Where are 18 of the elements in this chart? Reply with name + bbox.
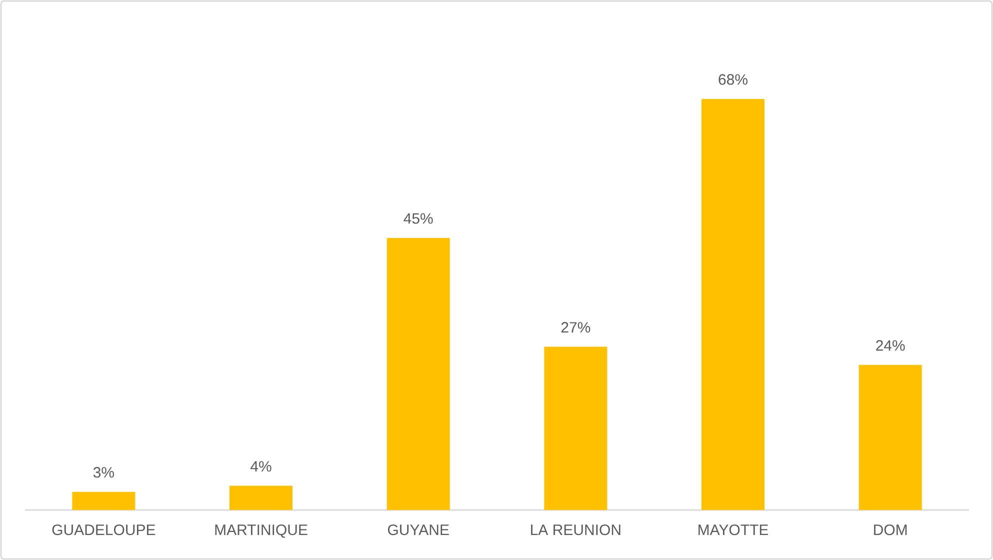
x-tick-label: LA REUNION — [531, 524, 620, 536]
bar — [544, 346, 608, 510]
bar — [230, 486, 293, 510]
data-label: 45% — [404, 213, 433, 224]
data-label: 24% — [876, 340, 905, 351]
data-label: 3% — [93, 467, 114, 478]
data-label: 68% — [718, 74, 748, 85]
x-tick-label: GUYANE — [388, 524, 449, 536]
x-tick-label: MARTINIQUE — [215, 524, 308, 538]
x-tick-label: GUADELOUPE — [52, 524, 156, 536]
bar — [72, 492, 136, 510]
bar — [702, 98, 765, 510]
x-tick-label: DOM — [874, 524, 907, 536]
bar — [858, 364, 922, 510]
data-label: 27% — [561, 322, 590, 333]
x-tick-label: MAYOTTE — [698, 524, 768, 536]
data-label: 4% — [250, 461, 272, 472]
bar — [386, 238, 450, 510]
